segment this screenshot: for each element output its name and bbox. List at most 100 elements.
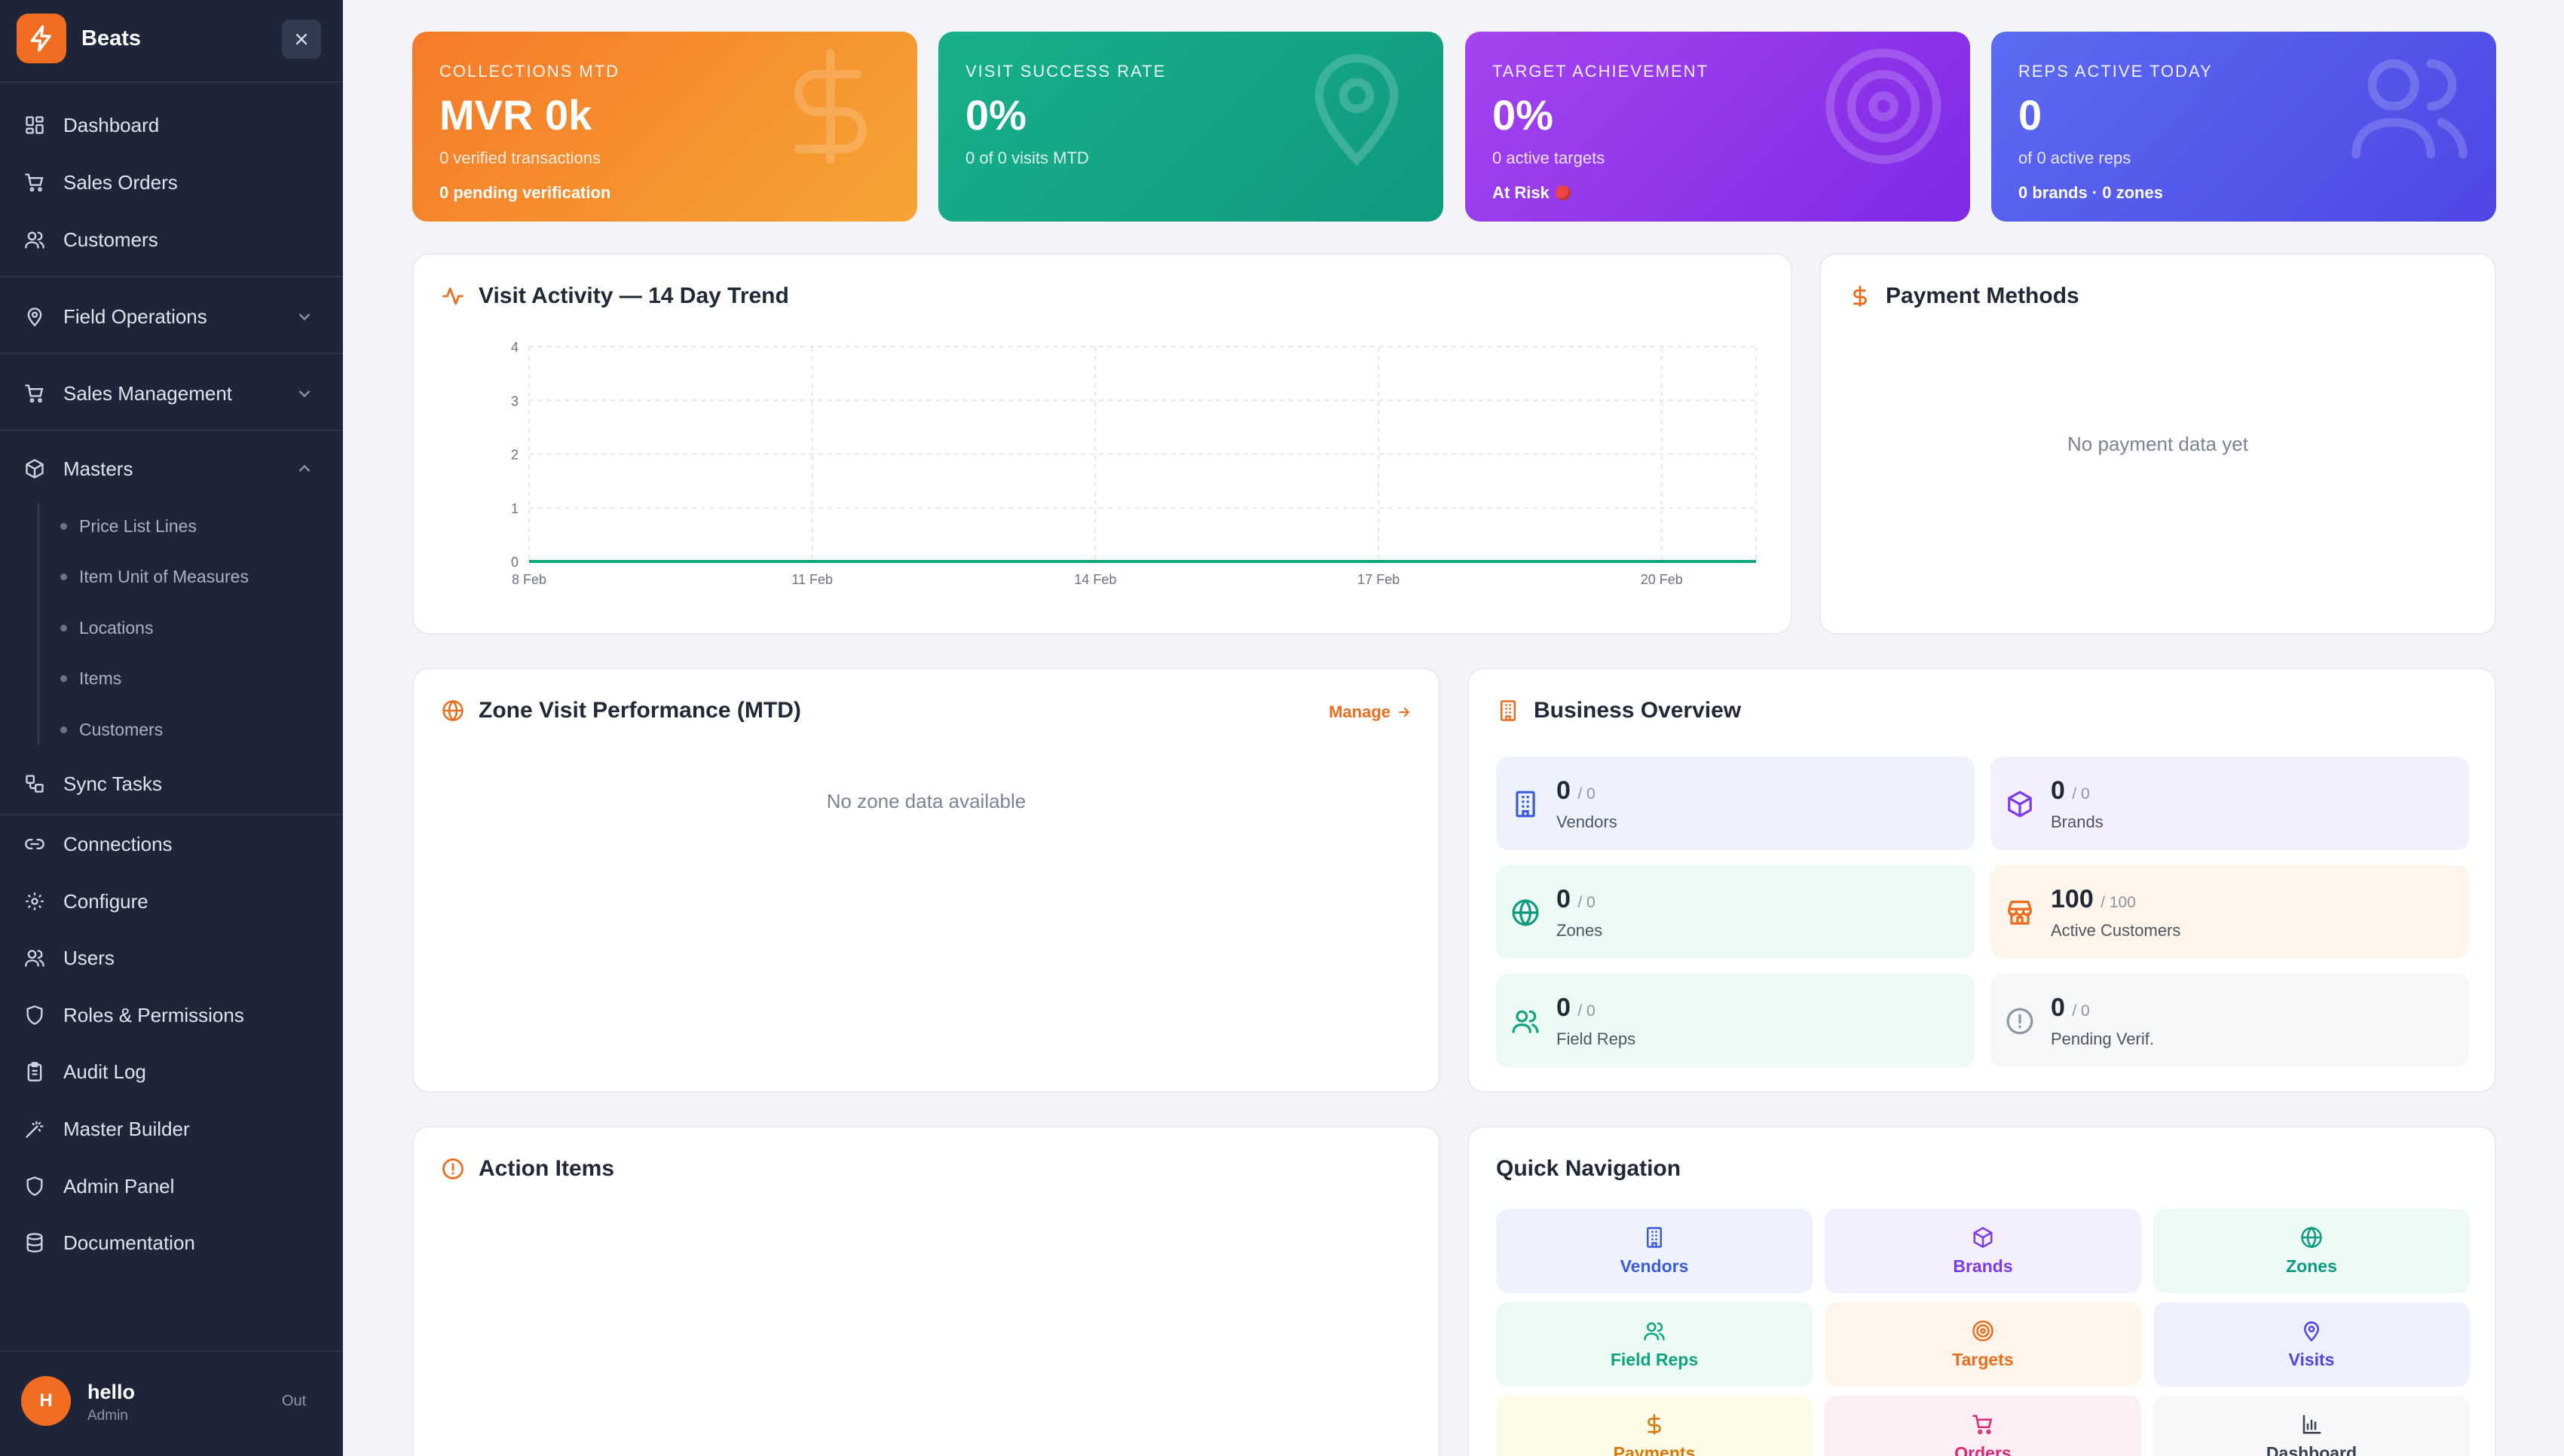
bo-card-pending-verif[interactable]: 0 / 0 Pending Verif. [1990,974,2469,1067]
nav-master-builder[interactable]: Master Builder [0,1106,343,1152]
nav-documentation[interactable]: Documentation [0,1220,343,1265]
nav-label: Field Operations [63,304,207,328]
zone-performance-title: Zone Visit Performance (MTD) [479,698,801,723]
users-icon [1512,1010,1539,1033]
panel-title-row: Zone Visit Performance (MTD) [441,698,801,723]
nav-field-operations[interactable]: Field Operations [0,294,343,339]
bullet-icon [60,674,67,682]
manage-zones-link[interactable]: Manage [1329,702,1412,722]
sub-price-list-lines[interactable]: Price List Lines [60,507,197,545]
bo-count: 0 / 0 [2051,993,2090,1023]
quick-nav-payments[interactable]: Payments [1496,1396,1813,1456]
quick-nav-field-reps[interactable]: Field Reps [1496,1302,1813,1387]
bo-count: 0 / 0 [1556,776,1596,806]
nav-sync-tasks[interactable]: Sync Tasks [0,761,343,806]
dollar-icon [794,48,867,164]
nav-label: Masters [63,457,133,480]
kpi-value: 0% [1492,91,1553,139]
users-icon [1644,1322,1665,1340]
kpi-sub: 0 of 0 visits MTD [965,148,1089,167]
quick-nav-brands[interactable]: Brands [1825,1209,2141,1293]
brand[interactable]: Beats [17,14,141,63]
nav-audit-log[interactable]: Audit Log [0,1049,343,1094]
sidebar-divider [0,353,343,354]
y-tick-label: 0 [511,555,519,570]
bo-card-brands[interactable]: 0 / 0 Brands [1990,757,2469,850]
link-icon [23,832,47,856]
nav-configure[interactable]: Configure [0,879,343,924]
nav-sales-orders[interactable]: Sales Orders [0,160,343,205]
bo-card-field-reps[interactable]: 0 / 0 Field Reps [1496,974,1975,1067]
chevron-down-icon [299,314,310,321]
visit-activity-title: Visit Activity — 14 Day Trend [479,283,789,308]
logout-button[interactable]: Out [282,1393,307,1409]
sub-customers[interactable]: Customers [60,711,163,748]
x-tick-label: 20 Feb [1641,572,1683,587]
bullet-icon [60,573,67,580]
sidebar: Beats Dashboard Sales Orders Customers F… [0,0,343,1456]
quick-nav-vendors[interactable]: Vendors [1496,1209,1813,1293]
nav-label: Documentation [63,1231,195,1254]
close-sidebar-button[interactable] [282,20,321,59]
chevron-down-icon [299,390,310,398]
grid-icon [23,113,47,137]
kpi-reps-active[interactable]: REPS ACTIVE TODAY 0 of 0 active reps 0 b… [1991,32,2496,222]
kpi-title: COLLECTIONS MTD [439,62,620,81]
bo-card-active-customers[interactable]: 100 / 100 Active Customers [1990,865,2469,959]
target-icon [1825,48,1941,164]
quick-nav-orders[interactable]: Orders [1825,1396,2141,1456]
building-icon [1516,791,1535,818]
sub-items[interactable]: Items [60,659,121,697]
nav-customers[interactable]: Customers [0,217,343,262]
bo-card-vendors[interactable]: 0 / 0 Vendors [1496,757,1975,850]
quick-nav-dashboard[interactable]: Dashboard [2153,1396,2470,1456]
bo-value: 0 [2051,776,2065,805]
nav-connections[interactable]: Connections [0,821,343,867]
shield-icon [23,1174,47,1198]
bo-label: Brands [2051,812,2104,831]
avatar[interactable]: H [21,1376,71,1426]
quick-nav-zones[interactable]: Zones [2153,1209,2470,1293]
kpi-visit-success[interactable]: VISIT SUCCESS RATE 0% 0 of 0 visits MTD [938,32,1443,222]
action-items-panel: Action Items [412,1126,1440,1456]
chevron-up-icon [299,464,310,472]
workflow-icon [23,772,47,796]
quick-nav-label: Field Reps [1610,1349,1699,1369]
y-tick-label: 2 [511,448,519,463]
quick-navigation-title: Quick Navigation [1496,1156,1681,1181]
quick-nav-label: Brands [1953,1256,2013,1276]
nav-label: Sales Management [63,381,233,405]
kpi-collections[interactable]: COLLECTIONS MTD MVR 0k 0 verified transa… [412,32,917,222]
quick-nav-label: Payments [1613,1442,1696,1456]
bo-total: / 0 [1577,1002,1596,1020]
brand-name: Beats [81,26,141,50]
nav-masters[interactable]: Masters [0,446,343,491]
nav-users[interactable]: Users [0,935,343,980]
bo-label: Active Customers [2051,921,2181,940]
quick-nav-targets[interactable]: Targets [1825,1302,2141,1387]
nav-label: Users [63,946,115,969]
risk-label: At Risk [1492,183,1550,202]
sub-label: Items [79,668,122,688]
nav-dashboard[interactable]: Dashboard [0,102,343,148]
nav-admin-panel[interactable]: Admin Panel [0,1164,343,1209]
sub-locations[interactable]: Locations [60,609,153,647]
gear-icon [23,889,47,913]
nav-sales-management[interactable]: Sales Management [0,371,343,416]
bullet-icon [60,726,67,733]
nav-roles-permissions[interactable]: Roles & Permissions [0,993,343,1038]
nav-label: Connections [63,832,173,855]
sub-item-unit-of-measures[interactable]: Item Unit of Measures [60,558,249,595]
bo-card-zones[interactable]: 0 / 0 Zones [1496,865,1975,959]
bullet-icon [60,624,67,632]
quick-nav-visits[interactable]: Visits [2153,1302,2470,1387]
alert-circle-icon [441,1157,465,1181]
kpi-target-achievement[interactable]: TARGET ACHIEVEMENT 0% 0 active targets A… [1465,32,1970,222]
sub-label: Item Unit of Measures [79,566,249,586]
bolt-icon [17,14,66,63]
map-pin-icon [1314,54,1399,166]
quick-nav-label: Targets [1952,1349,2014,1369]
building-icon [1647,1226,1662,1248]
globe-icon [2301,1226,2322,1248]
quick-nav-label: Orders [1954,1442,2012,1456]
